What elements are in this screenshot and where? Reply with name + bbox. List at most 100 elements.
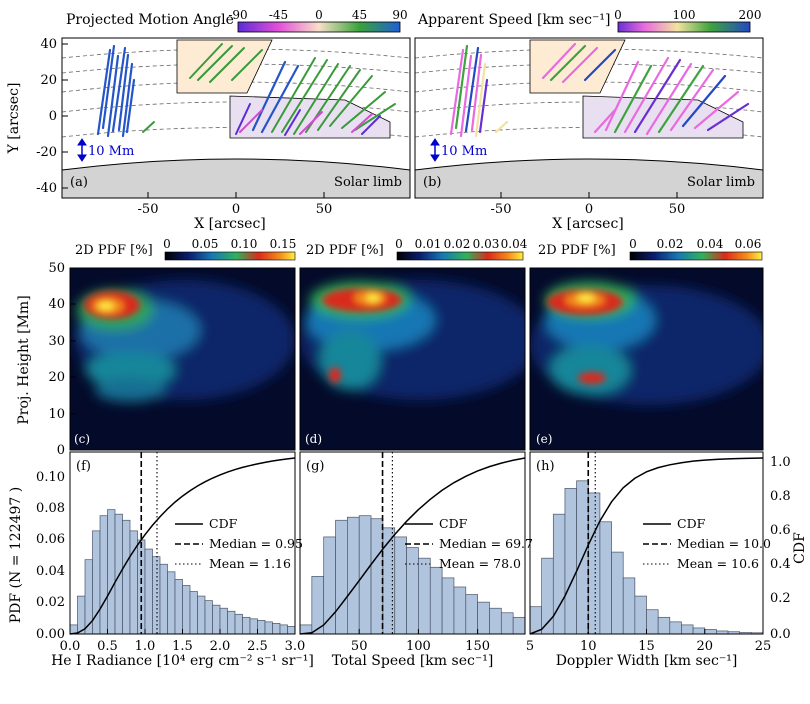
panel-label: (g) xyxy=(306,459,324,474)
cb-tick: 0.02 xyxy=(657,237,684,251)
histogram-bar xyxy=(704,629,717,635)
panel-label: (c) xyxy=(74,432,90,446)
cdf-tick: 0.2 xyxy=(770,591,791,606)
histogram-bar xyxy=(657,616,671,635)
cdf-line xyxy=(529,457,764,635)
histogram-bar xyxy=(189,591,198,635)
y-tick: 0.06 xyxy=(36,532,65,547)
y-tick: 20 xyxy=(48,370,65,385)
pdf-colorbar-title: 2D PDF [%] xyxy=(538,243,616,258)
histogram-bar xyxy=(167,571,176,635)
y-tick: 40 xyxy=(48,297,65,312)
histogram-bar xyxy=(182,585,191,635)
histogram-h: CDF Median = 10.0 Mean = 10.6 (h) 5 10 15 20 25 D… xyxy=(526,451,772,669)
x-axis-label: X [arcsec] xyxy=(552,216,624,232)
cb-tick: 0 xyxy=(163,237,171,251)
y-tick: 30 xyxy=(48,334,65,349)
pdf-colorbar xyxy=(629,251,763,261)
x-tick-label: 3.0 xyxy=(285,639,306,654)
histogram-bar xyxy=(611,551,624,635)
histogram-bar xyxy=(212,604,221,635)
histogram-bar xyxy=(279,624,288,635)
histogram-bar xyxy=(107,509,116,635)
x-tick-label: 100 xyxy=(406,639,431,654)
histogram-bar xyxy=(335,519,348,635)
inset-box-purple xyxy=(229,95,391,139)
histogram-bar xyxy=(114,513,123,635)
histogram-panels: CDF Median = 0.95 Mean = 1.16 (f) 0.0 0.5 1.0 1… xyxy=(8,451,808,669)
motion-streaks xyxy=(96,44,300,138)
cb-tick: 0.04 xyxy=(501,237,528,251)
x-tick: 50 xyxy=(669,202,686,217)
y-tick: -20 xyxy=(36,145,57,160)
histogram-bar xyxy=(429,566,443,635)
histogram-bar xyxy=(152,556,161,635)
histogram-bar xyxy=(144,548,153,635)
panel-a-colorbar-title: Projected Motion Angle xyxy=(66,12,234,28)
hist-y-axis-label: PDF (N = 122497 ) xyxy=(8,487,24,624)
legend-mean-label: Mean = 78.0 xyxy=(439,556,521,571)
x-tick-label: 20 xyxy=(696,639,713,654)
panel-label: (h) xyxy=(536,459,555,474)
x-tick: -50 xyxy=(138,202,159,217)
histogram-bar xyxy=(552,513,566,635)
solar-limb-label: Solar limb xyxy=(687,175,755,190)
histogram-bar xyxy=(234,613,243,635)
x-tick: 0 xyxy=(585,202,593,217)
pdf-map-d xyxy=(300,268,525,450)
cb-tick: 100 xyxy=(673,8,696,22)
histogram-bar xyxy=(358,515,372,635)
cb-tick: 0.15 xyxy=(270,237,297,251)
histogram-bar xyxy=(347,516,360,635)
cb-tick: 0 xyxy=(614,8,622,22)
y-tick: 0.04 xyxy=(36,564,65,579)
histogram-bar xyxy=(465,594,478,635)
cb-tick: 200 xyxy=(739,8,762,22)
x-tick-label: 1.0 xyxy=(135,639,156,654)
x-tick-label: 15 xyxy=(638,639,655,654)
histogram-bar xyxy=(122,519,131,635)
y-tick: 0 xyxy=(57,443,65,458)
y-tick: 20 xyxy=(40,73,57,88)
cdf-tick: 0.0 xyxy=(770,627,791,642)
legend-cdf-label: CDF xyxy=(209,516,238,531)
histogram-bar xyxy=(692,627,706,635)
x-tick-label: 0.5 xyxy=(97,639,118,654)
pdf-map-e xyxy=(530,268,763,450)
cb-tick: 0.06 xyxy=(735,237,762,251)
histogram-bar xyxy=(500,612,514,635)
y-tick: 0.10 xyxy=(36,470,65,485)
x-tick: 0 xyxy=(232,202,240,217)
x-tick-label: 50 xyxy=(351,639,368,654)
histogram-bar xyxy=(564,488,577,635)
x-tick-label: 0.0 xyxy=(60,639,81,654)
histogram-bar xyxy=(489,607,502,635)
cb-tick: 0.04 xyxy=(697,237,724,251)
y-tick: 0.08 xyxy=(36,501,65,516)
cb-tick: 0 xyxy=(629,237,637,251)
x-axis-label: He I Radiance [10⁴ erg cm⁻² s⁻¹ sr⁻¹] xyxy=(51,653,314,669)
cb-tick: 0 xyxy=(315,8,323,22)
x-tick-label: 5 xyxy=(526,639,534,654)
cdf-tick: 1.0 xyxy=(770,455,791,470)
histogram-bar xyxy=(287,626,296,635)
legend-median-label: Median = 69.7 xyxy=(439,536,533,551)
histogram-bar xyxy=(382,527,396,635)
x-tick-label: 1.5 xyxy=(172,639,193,654)
histogram-bar xyxy=(587,492,601,635)
histogram-bar xyxy=(227,610,236,635)
panel-label: (e) xyxy=(536,432,552,446)
angle-colorbar-ticks: -90 -45 0 45 90 xyxy=(228,8,407,22)
x-tick: 50 xyxy=(316,202,333,217)
histogram-bar xyxy=(197,595,206,635)
panel-label: (f) xyxy=(76,459,91,474)
cb-tick: 0.02 xyxy=(444,237,471,251)
legend-median-label: Median = 10.0 xyxy=(677,536,771,551)
histogram-bar xyxy=(249,618,258,635)
x-tick-label: 2.5 xyxy=(247,639,268,654)
histogram-bar xyxy=(646,609,659,635)
y-axis-label: Y [arcsec] xyxy=(6,83,22,155)
y-tick: 0 xyxy=(49,109,57,124)
solar-limb xyxy=(62,159,410,198)
x-tick-label: 25 xyxy=(755,639,772,654)
